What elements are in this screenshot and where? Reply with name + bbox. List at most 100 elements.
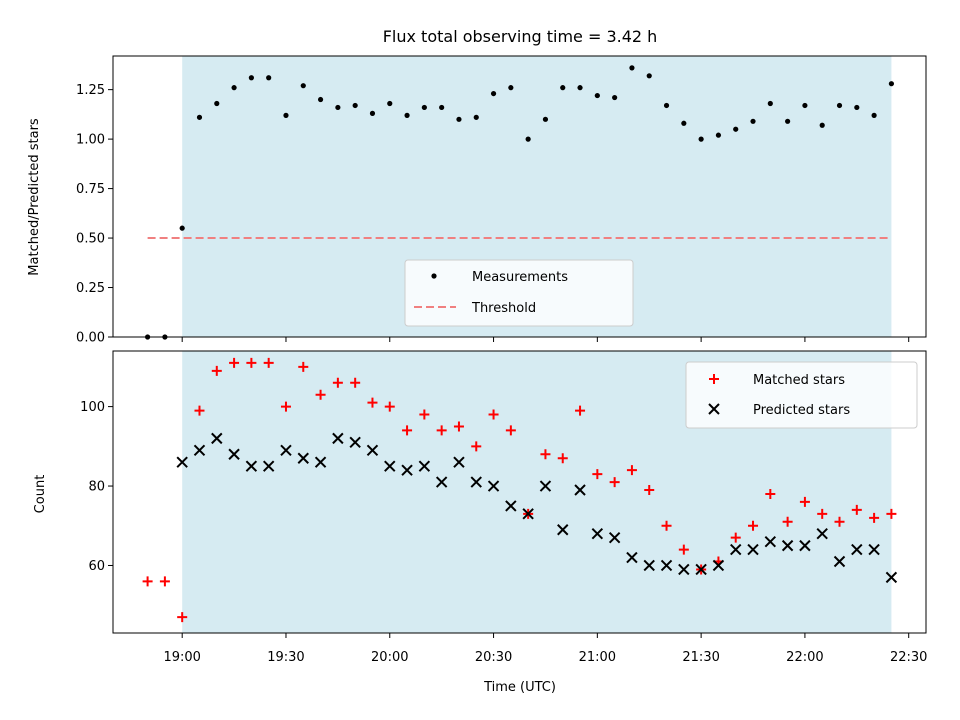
matched-star-point (384, 401, 395, 412)
predicted-star-point (816, 527, 828, 540)
legend-predicted-marker (708, 403, 720, 415)
predicted-star-point (384, 460, 396, 472)
y-tick-label: 0.25 (76, 281, 105, 296)
measurement-point (629, 65, 635, 71)
y-tick-label: 80 (88, 480, 105, 495)
count-panel: 60 80 100 19:00 19:30 20:00 20:30 21:00 21:30 22… (33, 350, 927, 695)
matched-star-point (298, 361, 309, 372)
predicted-star-point (712, 559, 725, 572)
predicted-star-point (868, 543, 880, 556)
measurement-point (854, 104, 860, 111)
predicted-star-point (851, 543, 863, 556)
legend-measurements-label: Measurements (472, 270, 568, 285)
ratio-axes-frame (112, 55, 927, 338)
matched-star-point (453, 421, 464, 432)
measurement-point (663, 102, 670, 109)
y-tick-label: 1.00 (76, 133, 105, 148)
x-tick-label: 22:00 (786, 650, 823, 665)
measurement-point (214, 100, 220, 107)
predicted-star-point (349, 436, 361, 449)
measurement-point (525, 136, 531, 142)
measurement-point (888, 81, 895, 87)
x-axis-label: Time (UTC) (483, 680, 556, 695)
predicted-star-point (885, 571, 898, 584)
predicted-star-point (626, 551, 638, 564)
predicted-star-point (245, 460, 258, 472)
measurement-point (387, 100, 393, 107)
measurement-point (490, 90, 497, 97)
measurement-point (300, 83, 306, 89)
measurement-point (612, 94, 618, 101)
matched-star-point (592, 469, 603, 480)
measurement-point (439, 104, 445, 111)
matched-star-point (765, 488, 776, 499)
predicted-star-point (764, 535, 777, 548)
measurement-point (542, 116, 549, 122)
matched-star-point (799, 496, 810, 507)
ratio-x-tick-marks (181, 337, 910, 342)
matched-star-point (782, 516, 793, 527)
measurement-point (785, 118, 791, 124)
matched-star-point (350, 377, 361, 388)
measurement-point (248, 75, 254, 81)
predicted-star-point (332, 432, 344, 445)
predicted-star-point (539, 480, 552, 492)
matched-star-point (730, 532, 741, 543)
measurement-point (819, 122, 825, 128)
matched-star-point (142, 576, 153, 587)
measurement-point (698, 136, 704, 142)
matched-star-point (488, 409, 499, 420)
measurement-point (836, 102, 843, 109)
predicted-star-point (314, 456, 327, 468)
ratio-y-axis-label: Matched/Predicted stars (27, 118, 42, 276)
legend-predicted-label: Predicted stars (753, 403, 850, 418)
matched-star-point (748, 520, 759, 531)
measurement-point (508, 85, 514, 91)
measurement-point (369, 110, 376, 116)
measurement-point (456, 116, 462, 122)
legend-matched-label: Matched stars (753, 373, 845, 388)
count-points (142, 357, 898, 623)
measurement-point (196, 114, 203, 120)
count-axes-frame (112, 350, 927, 634)
legend-measurement-marker (431, 273, 437, 279)
matched-star-point (644, 485, 655, 496)
predicted-star-point (228, 448, 240, 460)
predicted-star-point (262, 460, 275, 472)
y-tick-label: 100 (80, 400, 105, 415)
predicted-star-point (591, 527, 604, 540)
predicted-star-point (505, 500, 517, 512)
matched-star-point (436, 425, 447, 436)
matched-star-point (246, 357, 257, 368)
measurement-point (404, 112, 410, 118)
count-x-ticks: 19:00 19:30 20:00 20:30 21:00 21:30 22:00 22:30 (163, 633, 927, 665)
legend-threshold-label: Threshold (471, 301, 536, 316)
measurement-point (473, 114, 479, 120)
y-tick-label: 0.00 (76, 331, 105, 346)
predicted-star-point (781, 539, 794, 552)
predicted-star-point (678, 563, 690, 576)
predicted-star-point (660, 559, 673, 572)
measurement-point (560, 85, 566, 91)
predicted-star-point (193, 444, 206, 457)
predicted-star-point (730, 543, 742, 556)
measurement-point (179, 225, 185, 231)
measurement-point (681, 120, 687, 126)
y-tick-label: 1.25 (76, 83, 105, 98)
y-tick-label: 0.50 (76, 232, 105, 247)
matched-star-point (332, 377, 343, 388)
matched-star-point (402, 425, 413, 436)
matched-star-point (177, 612, 188, 623)
x-tick-label: 20:00 (371, 650, 408, 665)
x-tick-label: 19:00 (163, 650, 200, 665)
matched-star-point (263, 357, 274, 368)
x-tick-label: 21:30 (682, 650, 719, 665)
predicted-star-point (799, 539, 811, 552)
matched-star-point (609, 477, 620, 488)
predicted-star-point (470, 476, 482, 488)
matched-star-point (211, 365, 222, 376)
predicted-star-point (747, 543, 759, 556)
x-tick-label: 20:30 (475, 650, 512, 665)
x-tick-label: 21:00 (579, 650, 616, 665)
matched-star-point (229, 357, 240, 368)
